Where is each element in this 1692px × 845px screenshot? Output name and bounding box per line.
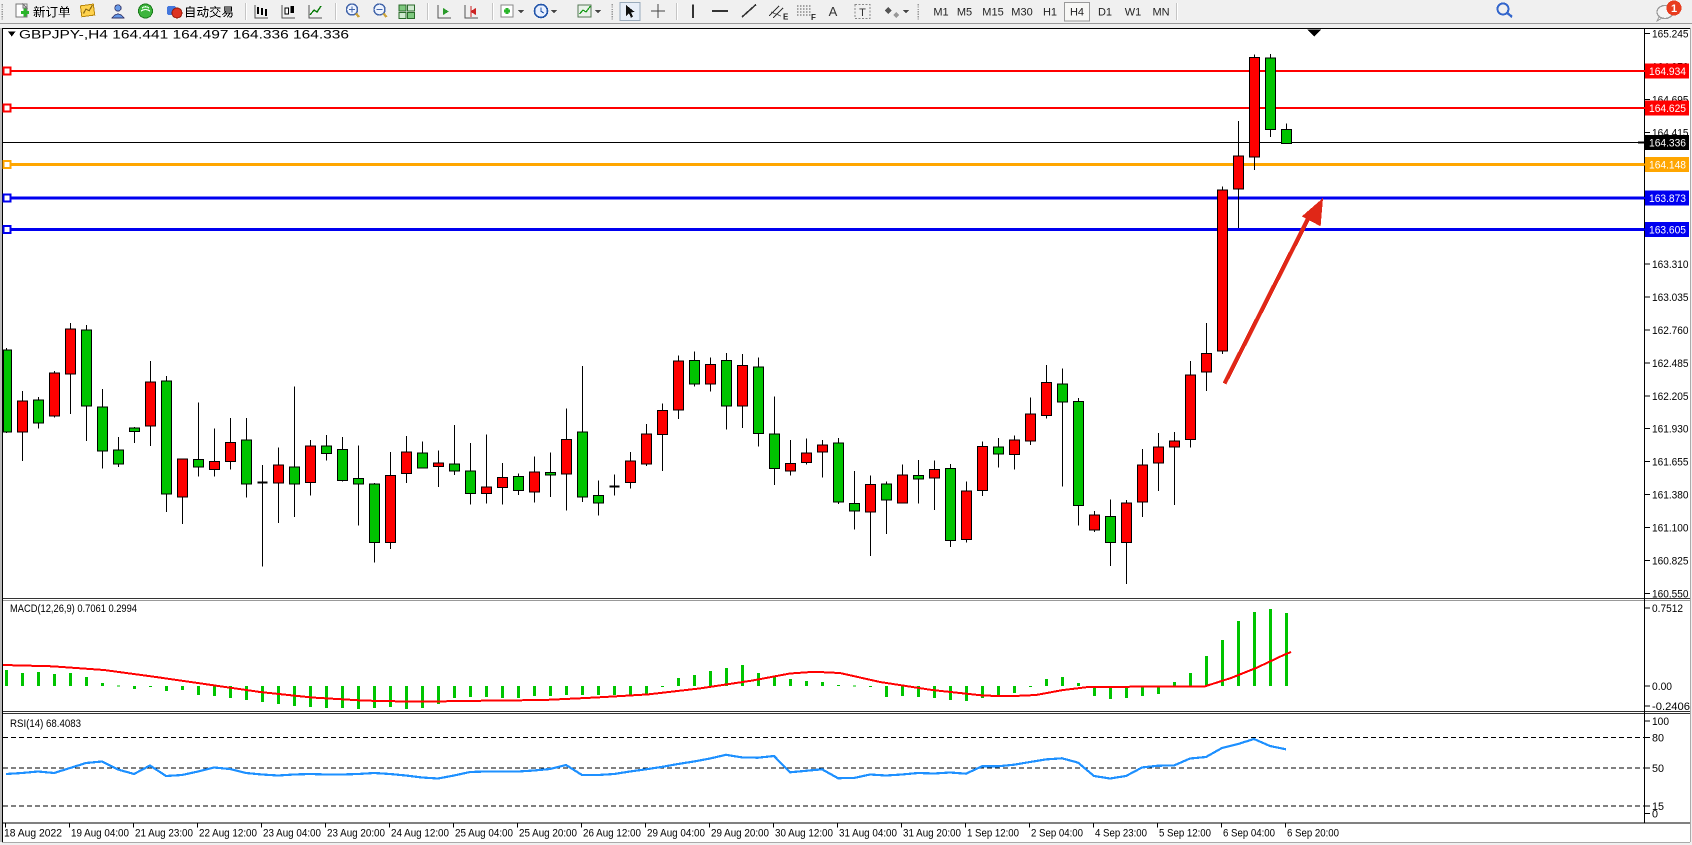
- svg-text:164.148: 164.148: [1649, 160, 1686, 172]
- svg-text:GBPJPY-,H4 164.441 164.497 16: GBPJPY-,H4 164.441 164.497 164.336 164.3…: [19, 30, 349, 42]
- svg-text:15: 15: [1652, 801, 1664, 813]
- svg-text:H1: H1: [1043, 7, 1057, 19]
- svg-text:MN: MN: [1152, 7, 1169, 19]
- svg-text:M1: M1: [933, 7, 948, 19]
- svg-text:19 Aug 04:00: 19 Aug 04:00: [71, 828, 129, 840]
- svg-text:5 Sep 12:00: 5 Sep 12:00: [1159, 828, 1211, 840]
- svg-text:162.205: 162.205: [1652, 391, 1689, 403]
- svg-text:23 Aug 04:00: 23 Aug 04:00: [263, 828, 321, 840]
- svg-text:162.760: 162.760: [1652, 325, 1689, 337]
- svg-text:31 Aug 20:00: 31 Aug 20:00: [903, 828, 961, 840]
- svg-text:18 Aug 2022: 18 Aug 2022: [4, 828, 62, 840]
- svg-text:29 Aug 20:00: 29 Aug 20:00: [711, 828, 769, 840]
- svg-text:2 Sep 04:00: 2 Sep 04:00: [1031, 828, 1083, 840]
- svg-text:F: F: [811, 13, 816, 22]
- svg-text:-0.2406: -0.2406: [1652, 701, 1690, 713]
- svg-text:23 Aug 20:00: 23 Aug 20:00: [327, 828, 385, 840]
- svg-text:D1: D1: [1098, 7, 1112, 19]
- svg-text:M30: M30: [1011, 7, 1032, 19]
- svg-text:0.7512: 0.7512: [1652, 603, 1683, 615]
- svg-text:25 Aug 04:00: 25 Aug 04:00: [455, 828, 513, 840]
- svg-text:80: 80: [1652, 733, 1664, 745]
- svg-text:H4: H4: [1070, 7, 1084, 19]
- svg-text:163.310: 163.310: [1652, 259, 1689, 271]
- svg-text:164.625: 164.625: [1649, 103, 1686, 115]
- svg-text:31 Aug 04:00: 31 Aug 04:00: [839, 828, 897, 840]
- svg-text:25 Aug 20:00: 25 Aug 20:00: [519, 828, 577, 840]
- svg-text:A: A: [829, 4, 838, 19]
- svg-text:22 Aug 12:00: 22 Aug 12:00: [199, 828, 257, 840]
- svg-text:163.035: 163.035: [1652, 292, 1689, 304]
- svg-text:161.100: 161.100: [1652, 523, 1689, 535]
- svg-text:4 Sep 23:00: 4 Sep 23:00: [1095, 828, 1147, 840]
- svg-text:0.00: 0.00: [1652, 681, 1672, 693]
- svg-text:MACD(12,26,9) 0.7061 0.2994: MACD(12,26,9) 0.7061 0.2994: [10, 603, 137, 615]
- svg-text:6 Sep 20:00: 6 Sep 20:00: [1287, 828, 1339, 840]
- svg-text:W1: W1: [1125, 7, 1142, 19]
- svg-text:163.873: 163.873: [1649, 193, 1686, 205]
- svg-text:165.245: 165.245: [1652, 29, 1689, 41]
- svg-text:M5: M5: [957, 7, 972, 19]
- svg-text:30 Aug 12:00: 30 Aug 12:00: [775, 828, 833, 840]
- svg-text:0: 0: [1652, 809, 1658, 821]
- svg-text:6 Sep 04:00: 6 Sep 04:00: [1223, 828, 1275, 840]
- svg-text:1: 1: [1671, 3, 1677, 15]
- svg-text:164.934: 164.934: [1649, 66, 1686, 78]
- svg-text:24 Aug 12:00: 24 Aug 12:00: [391, 828, 449, 840]
- svg-text:161.930: 161.930: [1652, 424, 1689, 436]
- svg-text:M15: M15: [982, 7, 1003, 19]
- svg-text:E: E: [783, 13, 789, 22]
- svg-text:160.825: 160.825: [1652, 555, 1689, 567]
- svg-text:160.550: 160.550: [1652, 588, 1689, 600]
- svg-text:1 Sep 12:00: 1 Sep 12:00: [967, 828, 1019, 840]
- svg-text:26 Aug 12:00: 26 Aug 12:00: [583, 828, 641, 840]
- svg-text:163.605: 163.605: [1649, 225, 1686, 237]
- svg-text:21 Aug 23:00: 21 Aug 23:00: [135, 828, 193, 840]
- svg-text:161.655: 161.655: [1652, 457, 1689, 469]
- svg-text:162.485: 162.485: [1652, 358, 1689, 370]
- svg-text:RSI(14) 68.4083: RSI(14) 68.4083: [10, 718, 81, 730]
- svg-text:29 Aug 04:00: 29 Aug 04:00: [647, 828, 705, 840]
- svg-text:100: 100: [1652, 716, 1669, 728]
- svg-text:T: T: [859, 7, 866, 19]
- svg-text:50: 50: [1652, 763, 1664, 775]
- svg-text:161.380: 161.380: [1652, 490, 1689, 502]
- svg-text:164.336: 164.336: [1649, 138, 1686, 150]
